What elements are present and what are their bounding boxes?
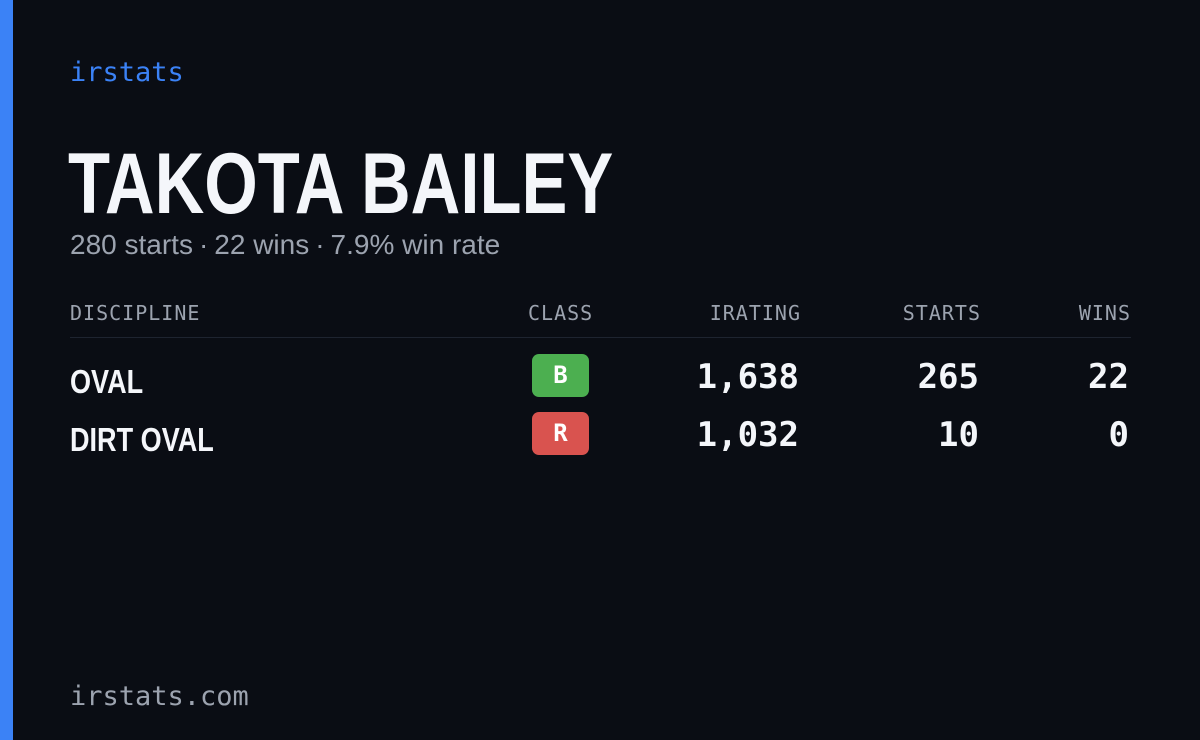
summary-win-rate: 7.9% win rate — [330, 229, 501, 260]
accent-bar — [0, 0, 13, 740]
summary-wins: 22 wins — [214, 229, 310, 260]
class-badge: B — [532, 354, 589, 397]
summary-separator: · — [315, 229, 325, 260]
discipline-name: DIRT OVAL — [70, 421, 214, 458]
header-starts: STARTS — [902, 301, 981, 325]
irating-value: 1,638 — [696, 357, 799, 397]
header-class: CLASS — [528, 301, 594, 325]
starts-value: 10 — [938, 415, 979, 455]
header-discipline: DISCIPLINE — [70, 301, 201, 325]
header-irating: IRATING — [709, 301, 801, 325]
wins-value: 0 — [1108, 415, 1129, 455]
header-wins: WINS — [1078, 301, 1131, 325]
irating-value: 1,032 — [696, 415, 799, 455]
stats-table-header: DISCIPLINE CLASS IRATING STARTS WINS — [70, 300, 1131, 338]
footer-site-url[interactable]: irstats.com — [70, 681, 249, 712]
class-badge: R — [532, 412, 589, 455]
starts-value: 265 — [917, 357, 979, 397]
table-row: DIRT OVAL R 1,032 10 0 — [70, 410, 1131, 462]
brand-logo[interactable]: irstats — [70, 57, 184, 88]
player-name: TAKOTA BAILEY — [68, 136, 614, 232]
discipline-name: OVAL — [70, 363, 144, 400]
summary-separator: · — [198, 229, 209, 260]
table-row: OVAL B 1,638 265 22 — [70, 352, 1131, 404]
wins-value: 22 — [1088, 357, 1129, 397]
player-summary: 280 starts · 22 wins · 7.9% win rate — [70, 228, 500, 262]
summary-starts: 280 starts — [70, 229, 193, 260]
